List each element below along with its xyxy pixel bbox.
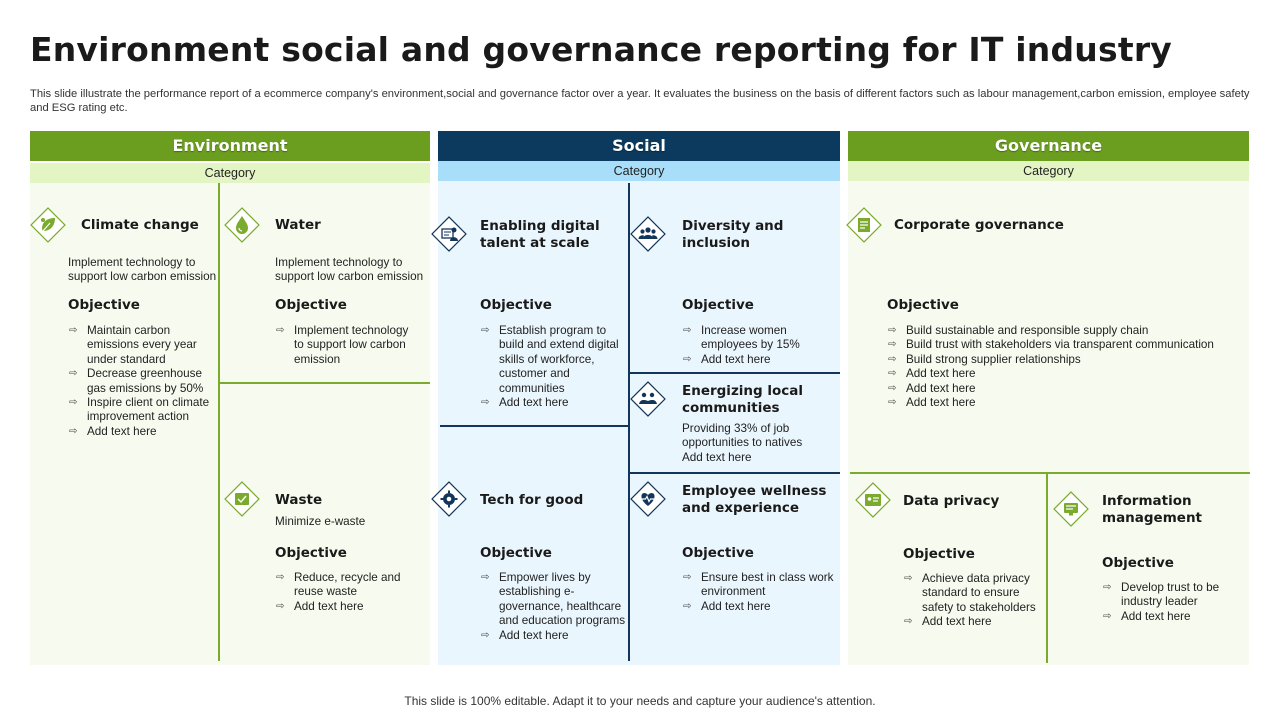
list-item: Empower lives by establishing e-governan…: [480, 571, 628, 629]
corporate-objective-list: Build sustainable and responsible supply…: [887, 324, 1242, 411]
waste-text: Minimize e-waste: [275, 515, 366, 528]
list-item: Add text here: [480, 629, 628, 644]
list-item: Decrease greenhouse gas emissions by 50%: [68, 367, 218, 396]
social-category: Category: [438, 161, 840, 181]
list-item: Add text here: [887, 382, 1242, 397]
governance-divider-vertical: [1046, 473, 1048, 663]
corporate-objective-label: Objective: [887, 297, 959, 313]
tech-objective-label: Objective: [480, 545, 552, 561]
list-item: Establish program to build and extend di…: [480, 324, 628, 396]
waste-objective-list: Reduce, recycle and reuse waste Add text…: [275, 571, 420, 615]
list-item: Add text here: [682, 353, 832, 368]
list-item: Inspire client on climate improvement ac…: [68, 396, 218, 425]
wellness-title: Employee wellness and experience: [682, 483, 827, 516]
climate-change-text: Implement technology to support low carb…: [68, 256, 217, 284]
tech-for-good-title: Tech for good: [480, 492, 584, 508]
community-hands-icon: [628, 379, 668, 419]
privacy-objective-list: Achieve data privacy standard to ensure …: [903, 572, 1043, 630]
recycle-bin-icon: [222, 479, 262, 519]
list-item: Build strong supplier relationships: [887, 353, 1242, 368]
communities-title: Energizing local communities: [682, 383, 804, 416]
list-item: Add text here: [1102, 610, 1242, 625]
water-objective-list: Implement technology to support low carb…: [275, 324, 420, 367]
diversity-objective-list: Increase women employees by 15% Add text…: [682, 324, 832, 368]
list-item: Ensure best in class work environment: [682, 571, 840, 600]
list-item: Add text here: [480, 396, 628, 411]
page-description: This slide illustrate the performance re…: [30, 88, 1250, 114]
environment-divider-vertical: [218, 183, 220, 661]
database-monitor-icon: [1051, 489, 1091, 529]
list-item: Add text here: [68, 425, 218, 440]
social-divider-vertical: [628, 183, 630, 661]
list-item: Build trust with stakeholders via transp…: [887, 338, 1242, 353]
communities-text: Providing 33% of job opportunities to na…: [682, 422, 803, 464]
corporate-governance-title: Corporate governance: [894, 217, 1064, 233]
wellness-objective-label: Objective: [682, 545, 754, 561]
digital-talent-title: Enabling digital talent at scale: [480, 218, 600, 251]
diversity-title: Diversity and inclusion: [682, 218, 784, 251]
environment-header: Environment: [30, 131, 430, 161]
social-divider-left: [440, 425, 628, 427]
leaf-recycle-icon: [28, 205, 68, 245]
social-header: Social: [438, 131, 840, 161]
list-item: Achieve data privacy standard to ensure …: [903, 572, 1043, 615]
water-objective-label: Objective: [275, 297, 347, 313]
tech-objective-list: Empower lives by establishing e-governan…: [480, 571, 628, 643]
digital-objective-list: Establish program to build and extend di…: [480, 324, 628, 411]
digital-talent-icon: [429, 214, 469, 254]
climate-objective-list: Maintain carbon emissions every year und…: [68, 324, 218, 440]
list-item: Maintain carbon emissions every year und…: [68, 324, 218, 367]
list-item: Add text here: [903, 615, 1043, 630]
wellness-objective-list: Ensure best in class work environment Ad…: [682, 571, 840, 615]
list-item: Add text here: [275, 600, 420, 615]
page-title: Environment social and governance report…: [30, 30, 1173, 69]
list-item: Implement technology to support low carb…: [275, 324, 420, 367]
info-objective-label: Objective: [1102, 555, 1174, 571]
list-item: Increase women employees by 15%: [682, 324, 832, 353]
digital-objective-label: Objective: [480, 297, 552, 313]
water-drop-icon: [222, 205, 262, 245]
climate-change-title: Climate change: [81, 217, 199, 233]
id-card-lock-icon: [853, 480, 893, 520]
information-management-title: Information management: [1102, 493, 1203, 526]
environment-divider-horizontal: [219, 382, 430, 384]
globe-gear-icon: [429, 479, 469, 519]
governance-divider-horizontal: [850, 472, 1250, 474]
footer-note: This slide is 100% editable. Adapt it to…: [404, 694, 876, 708]
list-item: Add text here: [682, 600, 840, 615]
people-group-icon: [628, 214, 668, 254]
governance-header: Governance: [848, 131, 1249, 161]
climate-objective-label: Objective: [68, 297, 140, 313]
waste-objective-label: Objective: [275, 545, 347, 561]
list-item: Develop trust to be industry leader: [1102, 581, 1242, 610]
data-privacy-title: Data privacy: [903, 493, 1000, 509]
social-divider-right-bottom: [629, 472, 840, 474]
list-item: Add text here: [887, 367, 1242, 382]
waste-title: Waste: [275, 492, 323, 508]
water-text: Implement technology to support low carb…: [275, 256, 424, 284]
water-title: Water: [275, 217, 321, 233]
document-building-icon: [844, 205, 884, 245]
social-divider-right-top: [629, 372, 840, 374]
diversity-objective-label: Objective: [682, 297, 754, 313]
list-item: Build sustainable and responsible supply…: [887, 324, 1242, 339]
list-item: Add text here: [887, 396, 1242, 411]
environment-category: Category: [30, 163, 430, 183]
list-item: Reduce, recycle and reuse waste: [275, 571, 420, 600]
governance-category: Category: [848, 161, 1249, 181]
heart-pulse-icon: [628, 479, 668, 519]
info-objective-list: Develop trust to be industry leader Add …: [1102, 581, 1242, 625]
privacy-objective-label: Objective: [903, 546, 975, 562]
